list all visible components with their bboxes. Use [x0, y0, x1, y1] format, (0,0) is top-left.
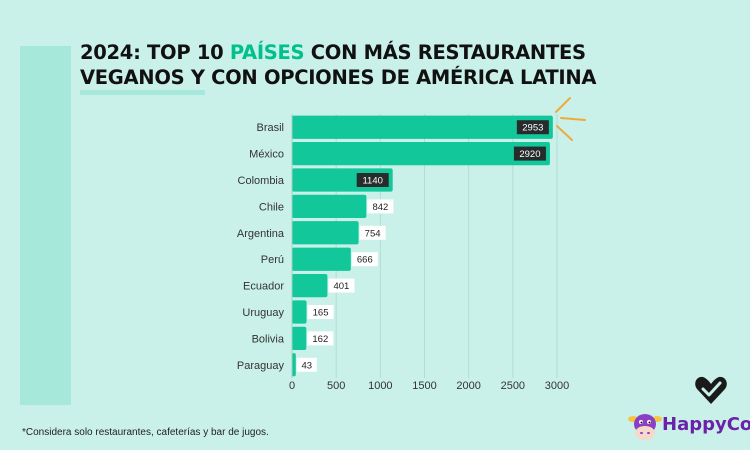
bar: [292, 353, 296, 377]
decorative-side-band: [20, 46, 71, 405]
bar: [292, 247, 351, 271]
data-label: 2920: [519, 149, 540, 160]
title-line2: VEGANOS Y CON OPCIONES DE AMÉRICA LATINA: [80, 66, 597, 89]
data-label: 165: [313, 308, 329, 319]
chart-title: 2024: TOP 10 PAÍSES CON MÁS RESTAURANTES…: [80, 40, 596, 90]
x-tick-label: 0: [289, 380, 295, 392]
brand-name: HappyCov: [662, 414, 750, 435]
category-label: Perú: [261, 254, 284, 266]
x-tick-label: 500: [327, 380, 345, 392]
category-label: Chile: [259, 201, 284, 213]
category-label: Ecuador: [243, 281, 284, 293]
data-label-background: [356, 173, 389, 187]
x-tick-label: 3000: [545, 380, 569, 392]
category-label: Argentina: [237, 228, 285, 240]
data-label: 43: [302, 360, 313, 371]
bar: [292, 194, 367, 219]
data-label-background: [513, 146, 546, 161]
highlight-arrow: [556, 125, 573, 141]
bar: [292, 141, 550, 166]
data-label: 401: [333, 281, 349, 292]
bar: [292, 326, 307, 351]
data-label-background: [328, 278, 355, 293]
data-label-background: [307, 305, 334, 319]
bar: [292, 115, 553, 139]
x-tick-label: 2000: [456, 380, 480, 392]
title-underline: [80, 90, 205, 95]
highlight-arrow: [555, 97, 571, 113]
title-line1-suffix: CON MÁS RESTAURANTES: [304, 41, 586, 64]
data-label-background: [359, 225, 386, 240]
title-line1-prefix: 2024: TOP 10: [80, 41, 230, 64]
category-label: Uruguay: [242, 307, 284, 319]
bar: [292, 273, 328, 298]
data-label: 842: [372, 202, 388, 213]
data-label: 754: [365, 228, 381, 239]
category-label: Colombia: [238, 175, 285, 187]
title-accent-word: PAÍSES: [229, 41, 305, 64]
highlight-arrow: [560, 117, 586, 121]
x-tick-label: 1000: [368, 380, 392, 392]
category-label: Paraguay: [237, 360, 285, 372]
footnote: *Considera solo restaurantes, cafeterías…: [22, 427, 269, 438]
data-label: 162: [312, 334, 328, 345]
x-tick-label: 1500: [412, 380, 436, 392]
data-label-background: [516, 120, 549, 135]
data-label-background: [296, 357, 317, 372]
data-label: 2953: [522, 123, 543, 134]
category-label: Bolivia: [252, 333, 285, 345]
bar: [292, 300, 307, 324]
data-label-background: [367, 199, 394, 214]
cow-icon: [628, 414, 662, 440]
category-label: Brasil: [256, 122, 284, 134]
category-label: México: [249, 149, 284, 161]
data-label: 1140: [362, 176, 382, 187]
x-tick-label: 2500: [501, 380, 525, 392]
data-label: 666: [357, 255, 373, 266]
happycow-logo: HappyCov: [626, 374, 750, 450]
data-label-background: [351, 252, 378, 267]
bar: [292, 221, 359, 245]
heart-check-icon: [695, 376, 727, 404]
data-label-background: [307, 331, 334, 346]
